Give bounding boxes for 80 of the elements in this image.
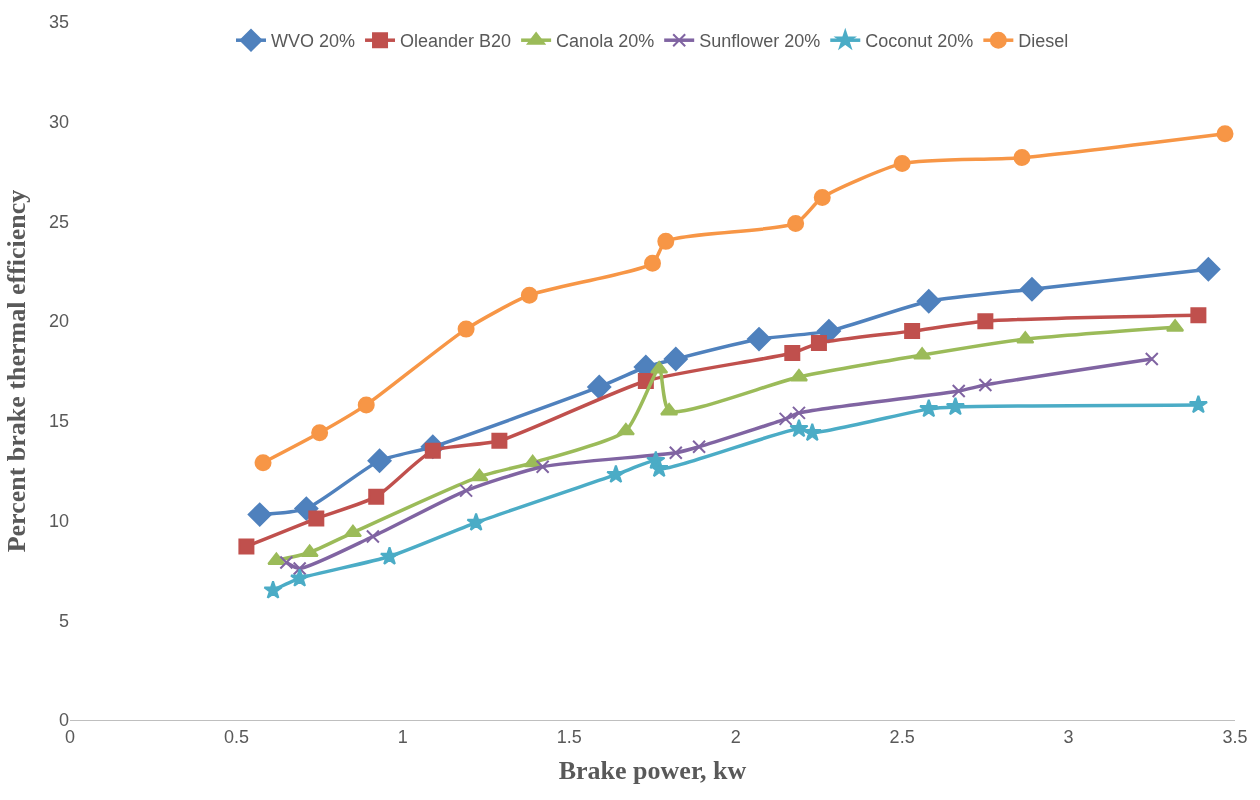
point (616, 422, 635, 436)
point (606, 464, 626, 484)
x-tick-label: 1.5 (556, 726, 582, 747)
point (263, 580, 283, 599)
point (1013, 149, 1031, 167)
point (787, 214, 805, 232)
y-tick-label: 30 (48, 112, 69, 133)
point (791, 405, 806, 420)
point (238, 538, 255, 555)
point (308, 510, 325, 527)
point (343, 524, 363, 538)
point (292, 561, 307, 576)
point (813, 189, 831, 206)
y-tick-label: 10 (48, 510, 69, 531)
y-tick-label: 5 (58, 610, 69, 631)
point (660, 402, 679, 416)
point (1144, 352, 1159, 367)
point (945, 396, 966, 416)
point (1196, 257, 1221, 282)
point (904, 323, 921, 340)
point (746, 327, 772, 352)
point (368, 488, 385, 505)
point (784, 345, 801, 362)
point (692, 439, 707, 454)
point (535, 459, 550, 474)
point (1188, 394, 1209, 414)
x-tick-label: 2.5 (889, 726, 915, 747)
point (290, 568, 310, 587)
x-tick-label: 3 (1063, 726, 1074, 747)
point (254, 454, 272, 472)
x-tick-label: 0.5 (223, 726, 249, 747)
point (1019, 277, 1045, 302)
x-tick-label: 1 (397, 726, 408, 747)
point (649, 458, 669, 478)
legend-label: Coconut 20% (865, 31, 974, 52)
point (977, 313, 994, 330)
point (379, 546, 400, 565)
point (802, 422, 822, 442)
point (466, 512, 486, 531)
x-tick-label: 2 (730, 726, 741, 747)
legend-label: Diesel (1018, 31, 1069, 52)
point (247, 502, 272, 527)
y-axis-title: Percent brake thermal efficiency (2, 189, 32, 553)
point (1190, 307, 1207, 324)
point (916, 289, 941, 314)
x-tick-label: 3.5 (1222, 726, 1248, 747)
x-axis-title: Brake power, kw (558, 756, 747, 786)
point (789, 368, 809, 382)
point (520, 286, 538, 304)
legend-label: Sunflower 20% (699, 31, 821, 52)
point (644, 254, 661, 272)
point (893, 155, 911, 173)
y-tick-label: 15 (48, 411, 69, 432)
point (365, 529, 380, 544)
point (778, 411, 793, 426)
point (810, 335, 827, 352)
point (491, 432, 508, 449)
point (919, 398, 939, 418)
point (367, 448, 392, 473)
y-tick-label: 25 (48, 211, 69, 232)
legend-label: Canola 20% (556, 31, 655, 52)
point (668, 445, 683, 460)
point (1216, 125, 1234, 143)
point (459, 483, 474, 498)
point (951, 383, 966, 398)
point (311, 424, 329, 442)
point (978, 377, 993, 392)
point (279, 555, 294, 570)
point (657, 232, 675, 250)
legend-label: Oleander B20 (400, 31, 512, 52)
legend-label: WVO 20% (271, 31, 356, 52)
point (663, 346, 688, 372)
point (457, 320, 475, 338)
y-tick-label: 0 (58, 710, 69, 731)
point (789, 418, 809, 438)
point (587, 374, 612, 399)
y-tick-label: 20 (48, 311, 69, 332)
y-tick-label: 35 (48, 12, 69, 33)
point (470, 468, 489, 482)
point (357, 396, 375, 414)
